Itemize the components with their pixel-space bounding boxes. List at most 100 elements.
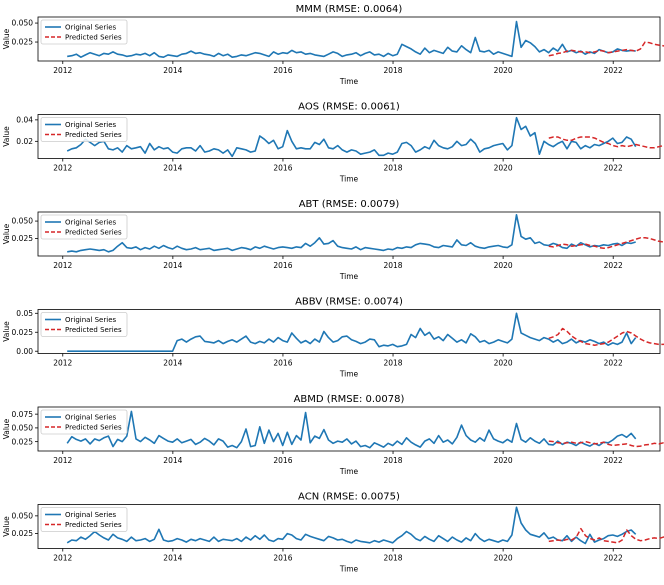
x-tick-label: 2016 — [273, 359, 292, 368]
legend-label: Predicted Series — [65, 34, 122, 42]
y-tick-label: 0.025 — [12, 437, 34, 446]
chart-title: MMM (RMSE: 0.0064) — [296, 4, 403, 15]
legend-label: Original Series — [65, 316, 116, 324]
y-tick-label: 0.050 — [12, 424, 34, 433]
x-tick-label: 2022 — [604, 359, 623, 368]
x-tick-label: 2014 — [163, 66, 182, 75]
x-tick-label: 2012 — [53, 359, 72, 368]
chart-title: ABMD (RMSE: 0.0078) — [294, 394, 405, 405]
predicted-series-line — [548, 237, 664, 250]
x-tick-label: 2022 — [604, 164, 623, 173]
predicted-series-line — [548, 527, 664, 544]
axes-frame — [37, 16, 661, 62]
axes-frame — [37, 211, 661, 257]
x-tick-label: 2012 — [53, 66, 72, 75]
x-tick-label: 2022 — [604, 66, 623, 75]
x-tick-label: 2012 — [53, 164, 72, 173]
x-tick-label: 2012 — [53, 261, 72, 270]
predicted-series-line — [548, 440, 664, 448]
x-tick-label: 2014 — [163, 456, 182, 465]
x-tick-label: 2022 — [604, 456, 623, 465]
chart-title: AOS (RMSE: 0.0061) — [298, 102, 400, 113]
y-axis-label: Value — [2, 516, 11, 537]
legend-box — [40, 409, 128, 435]
x-axis-label: Time — [339, 370, 359, 379]
y-axis-label: Value — [2, 223, 11, 244]
x-tick-label: 2020 — [494, 164, 513, 173]
legend-label: Original Series — [65, 414, 116, 422]
x-tick-label: 2012 — [53, 554, 72, 563]
original-series-line — [67, 20, 636, 59]
y-tick-label: 0.075 — [12, 410, 34, 419]
y-tick-label: 0.050 — [12, 511, 34, 520]
axes-frame — [37, 114, 661, 159]
x-tick-label: 2022 — [604, 554, 623, 563]
original-series-line — [66, 506, 637, 545]
y-axis-label: Value — [2, 28, 11, 49]
original-series-line — [66, 116, 637, 158]
legend-label: Predicted Series — [65, 424, 122, 432]
y-axis-label: Value — [2, 418, 11, 439]
predicted-series-line — [548, 327, 664, 346]
y-tick-label: 0.02 — [16, 137, 33, 146]
legend-label: Predicted Series — [65, 131, 122, 139]
y-axis-label: Value — [2, 126, 11, 147]
chart-title: ACN (RMSE: 0.0075) — [298, 492, 400, 503]
original-series-line — [67, 214, 636, 253]
axes-frame — [37, 504, 661, 549]
x-tick-label: 2020 — [494, 66, 513, 75]
y-tick-label: 0.05 — [16, 309, 33, 318]
chart-title: ABT (RMSE: 0.0079) — [299, 199, 400, 210]
legend-label: Original Series — [65, 511, 116, 519]
legend-label: Original Series — [65, 121, 116, 129]
legend-label: Predicted Series — [65, 229, 122, 237]
legend-label: Predicted Series — [65, 521, 122, 529]
original-series-line — [67, 312, 637, 353]
x-axis-label: Time — [339, 175, 359, 184]
subplot-acn: ACN (RMSE: 0.0075) 0.025 0.050 2012 2014 2016… — [2, 492, 664, 574]
y-tick-label: 0.04 — [16, 115, 33, 124]
y-tick-label: 0.050 — [12, 217, 34, 226]
legend-box — [40, 117, 128, 142]
subplot-mmm: MMM (RMSE: 0.0064) 0.025 0.050 2012 2014 2016… — [2, 4, 664, 86]
y-axis-label: Value — [2, 321, 11, 342]
x-tick-label: 2014 — [163, 164, 182, 173]
legend-label: Original Series — [65, 219, 116, 227]
x-tick-label: 2014 — [163, 554, 182, 563]
x-tick-label: 2014 — [163, 261, 182, 270]
x-axis-label: Time — [339, 272, 359, 281]
axes-frame — [37, 406, 661, 452]
predicted-series-line — [548, 136, 664, 149]
legend-label: Predicted Series — [65, 326, 122, 334]
x-tick-label: 2022 — [604, 261, 623, 270]
y-tick-label: 0.025 — [12, 529, 34, 538]
x-tick-label: 2018 — [383, 554, 402, 563]
y-tick-label: 0.025 — [12, 234, 34, 243]
y-tick-label: 0.025 — [12, 328, 34, 337]
x-tick-label: 2020 — [494, 261, 513, 270]
x-tick-label: 2018 — [383, 261, 402, 270]
x-tick-label: 2020 — [494, 554, 513, 563]
original-series-line — [66, 410, 637, 449]
y-tick-label: 0.00 — [16, 347, 33, 356]
x-tick-label: 2016 — [273, 261, 292, 270]
y-tick-label: 0.050 — [12, 19, 34, 28]
subplot-aos: AOS (RMSE: 0.0061) 0.02 0.04 2012 2014 2016 20… — [2, 102, 664, 184]
legend-label: Original Series — [65, 24, 116, 32]
x-tick-label: 2014 — [163, 359, 182, 368]
legend-box — [40, 312, 128, 337]
x-tick-label: 2020 — [494, 359, 513, 368]
subplot-abmd: ABMD (RMSE: 0.0078) 0.025 0.050 0.075 2012 20… — [2, 394, 664, 476]
x-tick-label: 2016 — [273, 554, 292, 563]
x-axis-label: Time — [339, 77, 359, 86]
x-axis-label: Time — [339, 565, 359, 574]
subplot-abt: ABT (RMSE: 0.0079) 0.025 0.050 2012 2014 2016… — [2, 199, 664, 281]
axes-frame — [37, 309, 661, 354]
legend-box — [40, 214, 128, 240]
predicted-series-line — [548, 41, 664, 57]
x-tick-label: 2016 — [273, 66, 292, 75]
x-tick-label: 2018 — [383, 359, 402, 368]
x-tick-label: 2020 — [494, 456, 513, 465]
legend-box — [40, 507, 128, 532]
